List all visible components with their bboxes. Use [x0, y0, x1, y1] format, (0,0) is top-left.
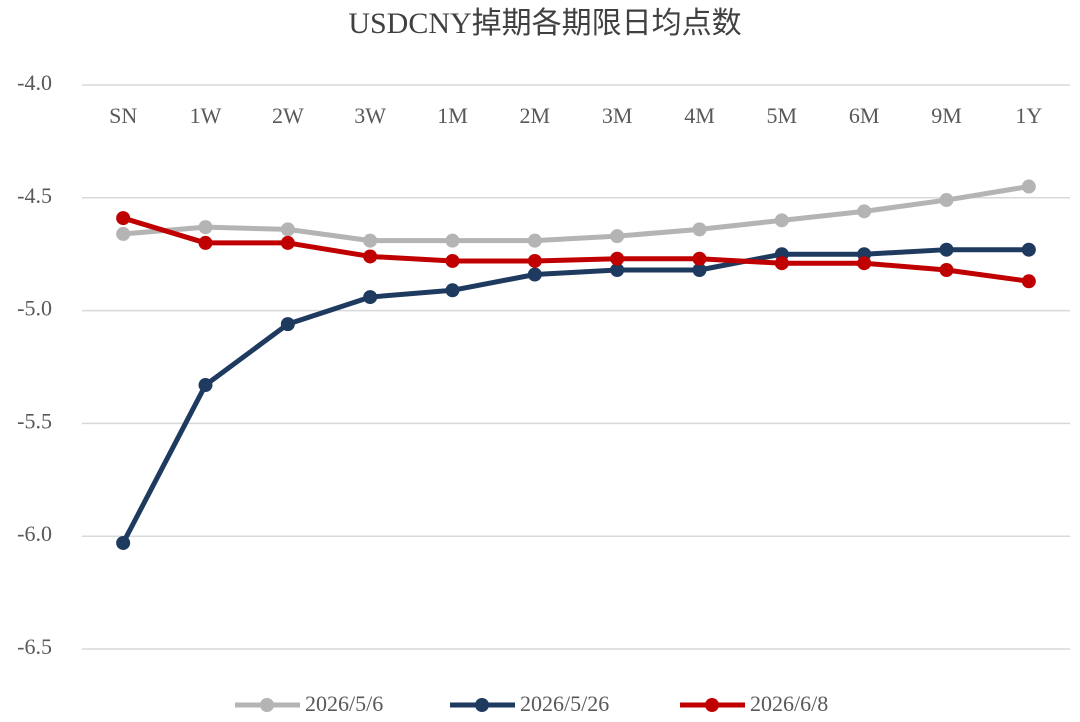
x-tick-label: 2W	[272, 103, 304, 128]
series-line	[122, 215, 1030, 284]
y-tick-label: -5.5	[17, 408, 52, 433]
data-point	[939, 242, 954, 257]
x-tick-label: 2M	[520, 103, 551, 128]
data-point	[610, 229, 625, 244]
data-point	[774, 256, 789, 271]
data-point	[445, 233, 460, 248]
data-point	[280, 222, 295, 237]
data-point	[527, 253, 542, 268]
data-point	[116, 535, 131, 550]
data-point	[857, 204, 872, 219]
data-point	[198, 235, 213, 250]
x-tick-label: 1Y	[1015, 103, 1042, 128]
data-point	[1021, 274, 1036, 289]
chart-title: USDCNY掉期各期限日均点数	[348, 7, 741, 40]
legend-marker	[705, 698, 719, 712]
legend-label: 2026/5/26	[520, 691, 609, 716]
x-tick-label: 6M	[849, 103, 880, 128]
data-point	[774, 213, 789, 228]
data-point	[280, 317, 295, 332]
x-tick-label: SN	[109, 103, 137, 128]
x-tick-label: 3W	[354, 103, 386, 128]
data-point	[1021, 179, 1036, 194]
data-point	[527, 233, 542, 248]
data-point	[939, 262, 954, 277]
data-point	[198, 378, 213, 393]
y-tick-label: -6.5	[17, 634, 52, 659]
data-point	[198, 220, 213, 235]
y-tick-label: -4.5	[17, 183, 52, 208]
x-tick-label: 9M	[931, 103, 962, 128]
data-point	[692, 222, 707, 237]
data-point	[445, 283, 460, 298]
data-point	[857, 256, 872, 271]
series-line	[122, 184, 1030, 244]
y-tick-label: -4.0	[17, 70, 52, 95]
data-point	[610, 251, 625, 266]
data-point	[363, 249, 378, 264]
legend-label: 2026/5/6	[305, 691, 383, 716]
data-point	[363, 290, 378, 305]
x-tick-label: 5M	[767, 103, 798, 128]
y-tick-label: -6.0	[17, 521, 52, 546]
data-point	[610, 262, 625, 277]
legend-marker	[475, 698, 489, 712]
x-tick-label: 1W	[190, 103, 222, 128]
x-tick-label: 1M	[437, 103, 468, 128]
x-tick-label: 3M	[602, 103, 633, 128]
legend-label: 2026/6/8	[750, 691, 828, 716]
data-point	[527, 267, 542, 282]
data-point	[116, 211, 131, 226]
y-tick-label: -5.0	[17, 296, 52, 321]
data-point	[1021, 242, 1036, 257]
data-point	[116, 226, 131, 241]
data-point	[445, 253, 460, 268]
x-tick-label: 4M	[684, 103, 715, 128]
data-point	[692, 251, 707, 266]
series-line	[120, 247, 1029, 545]
data-point	[939, 193, 954, 208]
data-point	[280, 235, 295, 250]
data-point	[363, 233, 378, 248]
data-point	[692, 262, 707, 277]
legend-marker	[260, 698, 274, 712]
